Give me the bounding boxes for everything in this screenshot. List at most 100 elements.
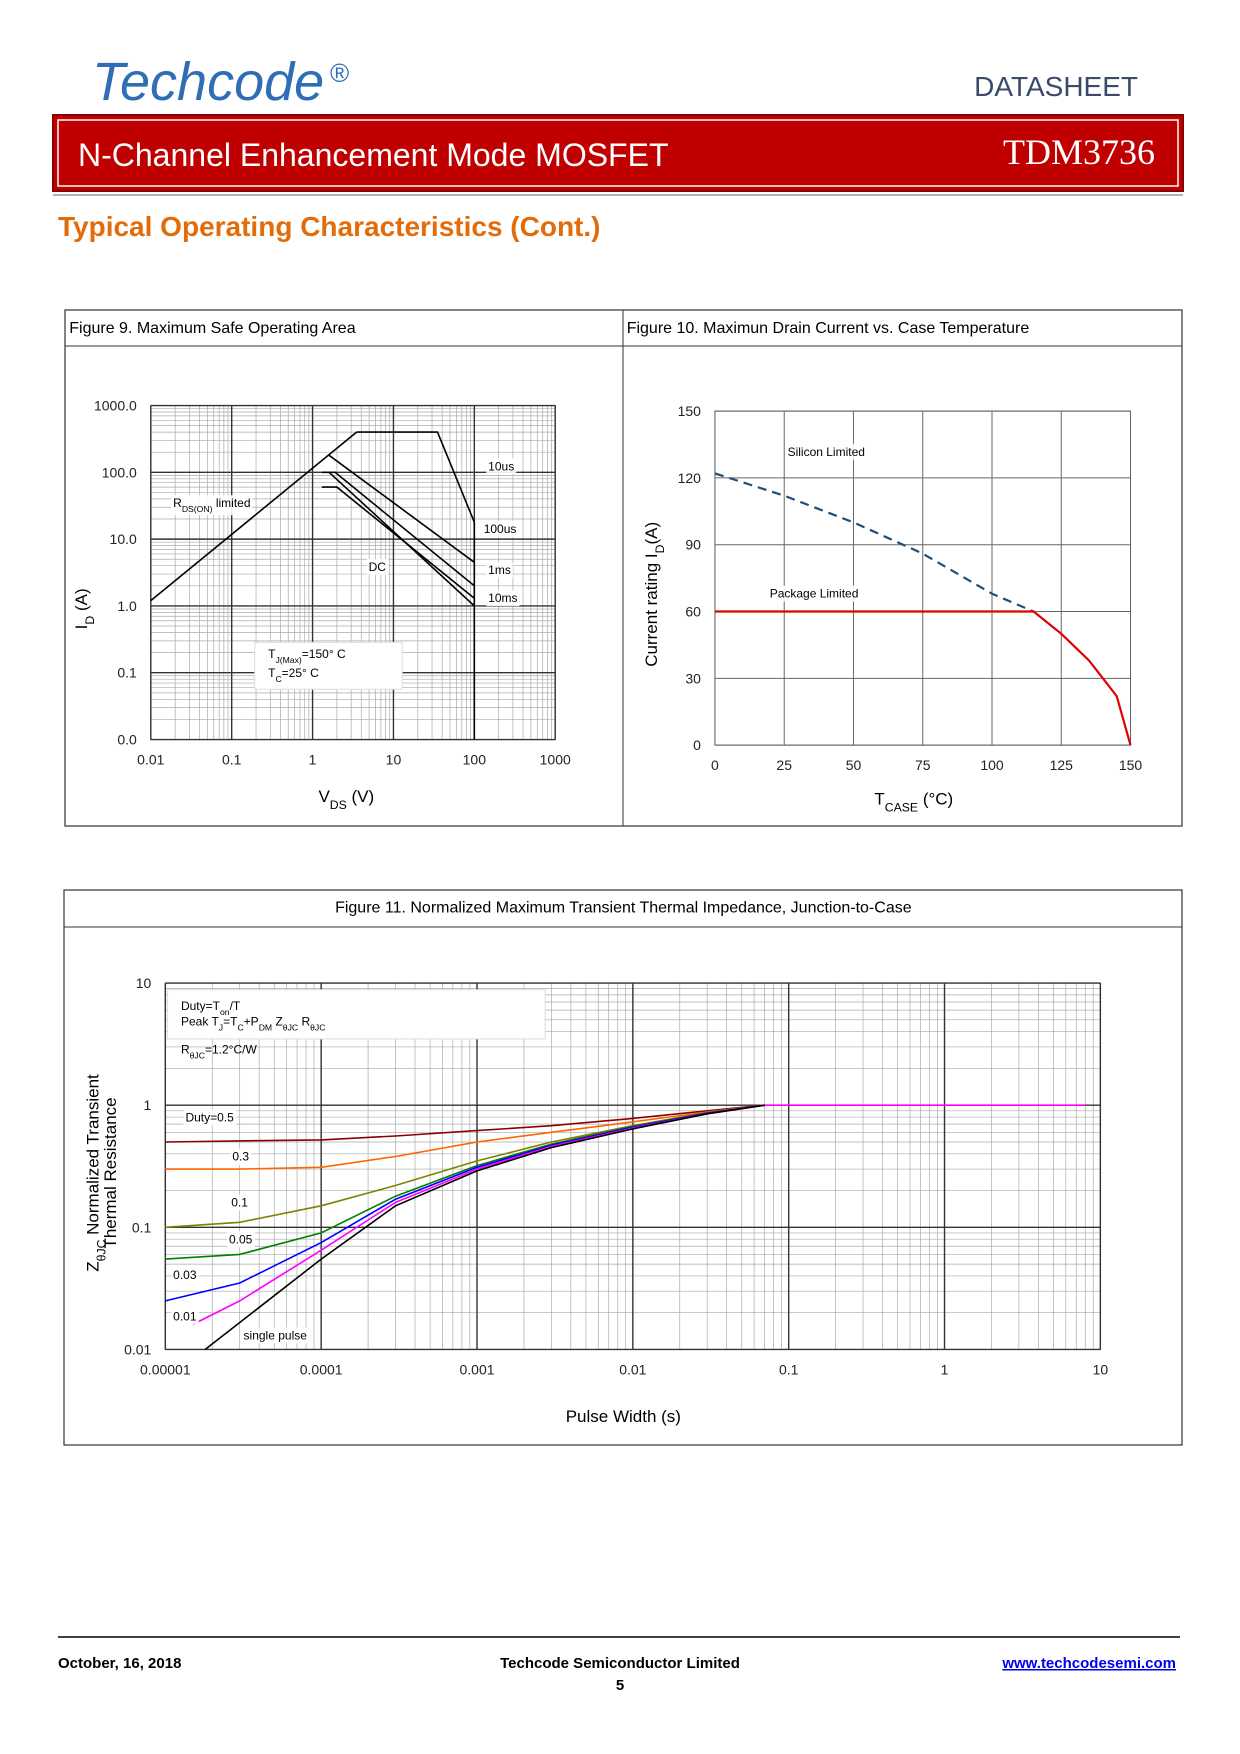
x-tick-label: 100 [980, 757, 1004, 773]
series-line [165, 1104, 765, 1143]
title-bar-frame [57, 119, 1179, 187]
series-label-bg [481, 520, 519, 537]
text-part: Duty=T [181, 999, 221, 1013]
series-label: 10us [488, 459, 514, 473]
series-line [204, 1104, 765, 1351]
footer-company: Techcode Semiconductor Limited [500, 1655, 740, 1672]
series-label-bg [785, 443, 867, 460]
footer-url[interactable]: www.techcodesemi.com [1001, 1655, 1176, 1672]
text-part: (°C) [918, 789, 953, 808]
footer-date: October, 16, 2018 [58, 1655, 181, 1672]
annotation: Peak TJ=TC+PDM ZθJC RθJC [181, 1015, 325, 1033]
chart: Figure 10. Maximun Drain Current vs. Cas… [627, 320, 1143, 814]
series-label-bg [227, 1231, 255, 1248]
series-label: 0.05 [229, 1232, 253, 1246]
text-part: Peak T [181, 1015, 219, 1029]
text-part: Z [83, 1261, 102, 1271]
y-tick-label: 0.1 [132, 1219, 152, 1235]
x-axis-label: VDS (V) [318, 787, 374, 812]
series-label-bg [229, 1194, 251, 1211]
part-number: TDM3736 [1003, 132, 1155, 172]
annotation: TC=25° C [268, 666, 319, 684]
series-label: 0.1 [231, 1195, 248, 1209]
text-part: Current rating I [642, 553, 661, 666]
series-label: 0.3 [232, 1150, 249, 1164]
y-axis-label: Thermal Resistance [101, 1097, 120, 1248]
chart: Figure 11. Normalized Maximum Transient … [83, 900, 1108, 1426]
text-part: =1.2°C/W [205, 1042, 257, 1056]
series-line [356, 431, 476, 740]
label-box [167, 989, 546, 1040]
x-tick-label: 0.01 [137, 752, 164, 768]
series-label: 100us [484, 522, 517, 536]
y-tick-label: 60 [685, 604, 701, 620]
x-tick-label: 1000 [540, 752, 571, 768]
series-label-bg [486, 458, 517, 475]
series-label-bg [183, 1109, 237, 1126]
text-part: =T [223, 1015, 238, 1029]
text-part: T [268, 647, 276, 661]
series-label: 0.03 [173, 1268, 197, 1282]
x-tick-label: 0.00001 [140, 1361, 191, 1377]
subscript: DS [330, 798, 347, 812]
x-tick-label: 50 [846, 757, 862, 773]
text-part: /T [230, 999, 241, 1013]
title-bar [52, 114, 1184, 192]
subscript: C [237, 1023, 243, 1033]
subscript: θJC [310, 1023, 325, 1033]
text-part: R [298, 1015, 310, 1029]
text-part: Normalized Transient [83, 1074, 102, 1240]
y-tick-label: 0 [693, 737, 701, 753]
series-label: single pulse [244, 1328, 308, 1342]
y-axis-label: Current rating ID(A) [642, 522, 667, 667]
section-title: Typical Operating Characteristics (Cont.… [58, 211, 601, 242]
text-part: T [268, 666, 276, 680]
x-tick-label: 10 [1093, 1361, 1109, 1377]
text-part: =25° C [282, 666, 319, 680]
series-label-bg [486, 562, 513, 579]
x-tick-label: 100 [463, 752, 487, 768]
series-label-bg [767, 585, 861, 602]
series-label-bg [486, 590, 520, 607]
y-tick-label: 0.0 [117, 732, 137, 748]
series-label-bg [366, 558, 389, 575]
y-tick-label: 30 [685, 670, 701, 686]
chart-title: Figure 10. Maximun Drain Current vs. Cas… [627, 320, 1030, 337]
annotation: Duty=Ton/T [181, 999, 241, 1017]
text-part: =150° C [302, 647, 346, 661]
x-tick-label: 0.001 [459, 1361, 494, 1377]
series-label-bg [171, 1308, 199, 1325]
chart-title: Figure 9. Maximum Safe Operating Area [69, 320, 355, 337]
text-part: (V) [347, 787, 374, 806]
y-tick-label: 120 [678, 470, 702, 486]
x-tick-label: 0.1 [222, 752, 242, 768]
x-axis-label: TCASE (°C) [874, 789, 953, 814]
series-line [165, 1104, 765, 1170]
annotation: RθJC=1.2°C/W [181, 1042, 258, 1060]
x-tick-label: 125 [1050, 757, 1074, 773]
text-part: T [874, 789, 884, 808]
series-line [328, 471, 475, 607]
subscript: C [275, 674, 281, 684]
y-axis-label: ID (A) [72, 588, 97, 629]
text-part: (A) [72, 588, 91, 615]
series-label: Package Limited [770, 587, 859, 601]
subscript: θJC [94, 1239, 108, 1261]
doc-type: DATASHEET [974, 71, 1138, 102]
x-tick-label: 0.01 [619, 1361, 646, 1377]
y-tick-label: 150 [678, 403, 702, 419]
text-part: R [181, 1042, 190, 1056]
x-tick-label: 25 [776, 757, 792, 773]
series-line [715, 610, 1132, 746]
logo-mark: ® [330, 58, 349, 88]
y-tick-label: 100.0 [102, 464, 137, 480]
text-part: +P [244, 1015, 259, 1029]
chart-title: Figure 11. Normalized Maximum Transient … [335, 900, 912, 917]
subscript: CASE [885, 800, 918, 814]
subscript: θJC [283, 1023, 298, 1033]
x-tick-label: 0.0001 [300, 1361, 343, 1377]
x-tick-label: 1 [309, 752, 317, 768]
subscript: D [653, 544, 667, 553]
series-line [321, 471, 475, 587]
